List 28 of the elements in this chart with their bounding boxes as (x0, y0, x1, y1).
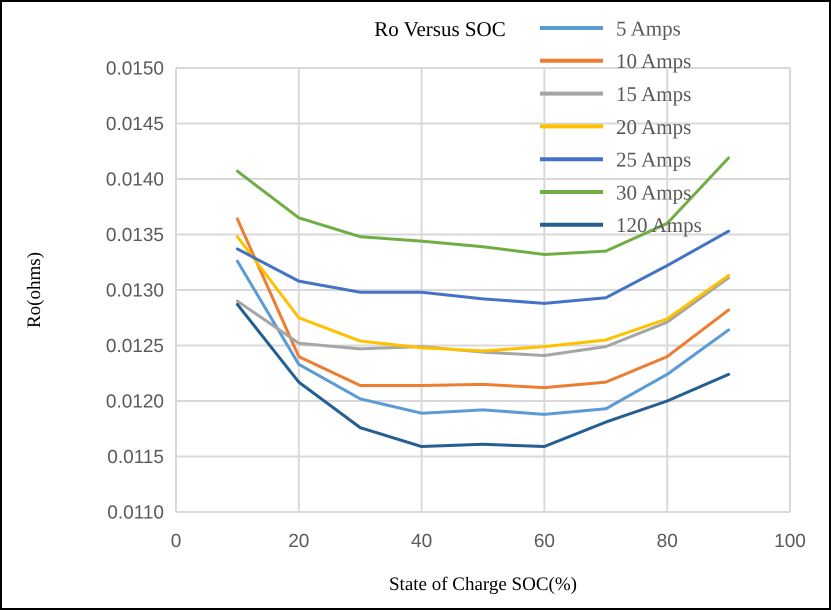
y-tick-label: 0.0140 (106, 170, 164, 191)
x-tick-label: 40 (411, 531, 432, 552)
y-tick-label: 0.0110 (107, 502, 164, 524)
y-axis-title: Ro(ohms) (24, 252, 45, 328)
legend-label: 15 Amps (616, 82, 692, 106)
legend-label: 10 Amps (616, 49, 692, 74)
legend-label: 30 Amps (616, 180, 692, 204)
line-series (236, 235, 730, 353)
legend-label: 5 Amps (616, 16, 681, 40)
x-tick-label: 100 (774, 531, 806, 552)
y-tick-label: 0.0120 (106, 392, 164, 413)
y-tick-label: 0.0150 (106, 58, 164, 80)
y-tick-label: 0.0145 (106, 114, 164, 136)
x-tick-label: 20 (288, 531, 310, 552)
x-axis-title: State of Charge SOC(%) (388, 574, 578, 595)
x-tick-label: 60 (534, 531, 555, 552)
x-tick-label: 80 (656, 531, 678, 552)
x-tick-label: 0 (170, 531, 182, 552)
y-tick-label: 0.0130 (106, 280, 164, 302)
line-series (236, 260, 730, 416)
legend-label: 25 Amps (616, 148, 692, 172)
y-tick-label: 0.0125 (106, 336, 164, 358)
chart-title: Ro Versus SOC (374, 17, 506, 41)
y-tick-label: 0.0115 (107, 447, 164, 468)
line-series (236, 217, 730, 390)
legend-label: 20 Amps (616, 114, 692, 139)
y-tick-label: 0.0135 (106, 225, 164, 246)
line-series (236, 302, 730, 448)
